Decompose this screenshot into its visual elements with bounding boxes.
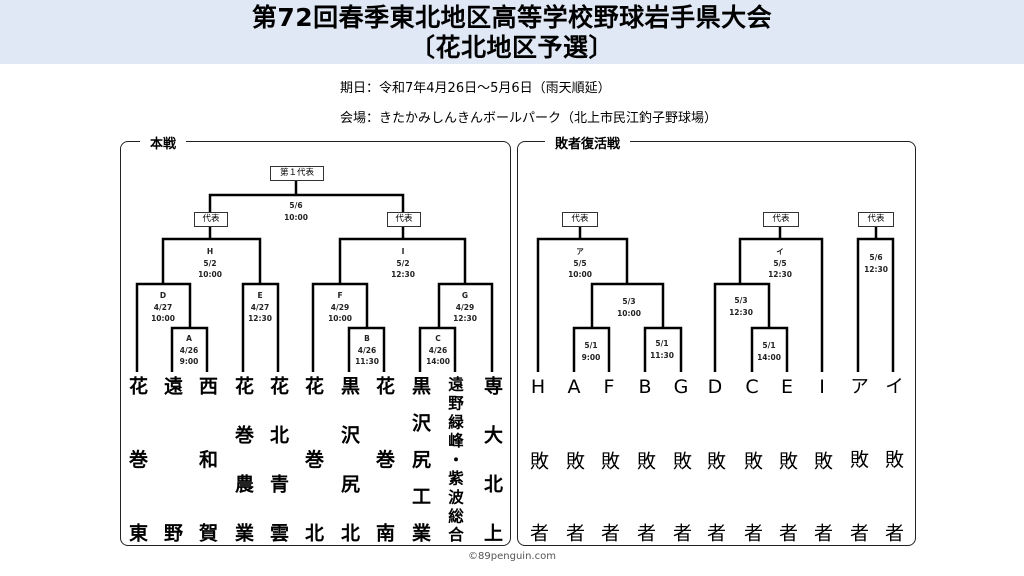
game-a-semi-line <box>590 282 665 328</box>
game-a-kana-label: ア 5/5 10:00 <box>568 247 592 279</box>
game-e-line <box>241 282 280 372</box>
title-line-2: 〔花北地区予選〕 <box>409 33 614 62</box>
game-b-label: B 4/26 11:30 <box>355 334 379 366</box>
team-entry: 花巻南 <box>373 376 395 542</box>
team-entry: 花巻東 <box>126 376 148 542</box>
game-i-semi-line <box>713 282 771 372</box>
game-i-r1-line <box>750 326 789 372</box>
game-i-label: I 5/2 12:30 <box>391 247 415 279</box>
repechage-entry: C敗者 <box>741 376 763 542</box>
repechage-label: 敗者復活戦 <box>545 133 631 152</box>
team-entry: 遠野緑峰・紫波総合 <box>446 376 464 542</box>
game-a-r1-line <box>572 326 611 372</box>
representative-box: 代表 <box>858 212 894 227</box>
team-entry: 花巻北 <box>302 376 324 542</box>
repechage-entry: ア敗者 <box>847 376 869 542</box>
repechage-entry: イ敗者 <box>882 376 904 542</box>
game-h-label: H 5/2 10:00 <box>198 247 222 279</box>
repechage-entry: A敗者 <box>563 376 585 542</box>
game-a-semi-label: 5/3 10:00 <box>617 297 641 318</box>
game-f-label: F 4/29 10:00 <box>328 291 352 323</box>
game-c-label: C 4/26 14:00 <box>426 334 450 366</box>
game-a-r2-line <box>643 326 683 372</box>
repechage-entry: E敗者 <box>776 376 798 542</box>
repechage-entry: I敗者 <box>811 376 833 542</box>
team-entry: 遠野 <box>161 376 183 542</box>
copyright: ©89penguin.com <box>468 551 556 562</box>
dates-text: 期日：令和7年4月26日～5月6日（雨天順延） <box>340 81 611 96</box>
repechage-entry: D敗者 <box>704 376 726 542</box>
team-entry: 黒沢尻北 <box>338 376 360 542</box>
repechage-entry: G敗者 <box>670 376 692 542</box>
game-a-label: A 4/26 9:00 <box>179 334 199 366</box>
game-c-line <box>418 326 457 372</box>
game-h-line <box>161 226 262 284</box>
main-bracket-label: 本戦 <box>140 133 187 152</box>
game-i-r1-label: 5/1 14:00 <box>757 341 781 362</box>
game-d-line <box>135 282 192 372</box>
venue-text: 会場：きたかみしんきんボールパーク（北上市民江釣子野球場） <box>340 111 718 126</box>
team-entry: 花北青雲 <box>267 376 289 542</box>
game-solo-label: 5/6 12:30 <box>864 253 888 274</box>
team-entry: 専大北上 <box>481 376 503 542</box>
game-a-r1-label: 5/1 9:00 <box>581 341 601 362</box>
game-i-semi-label: 5/3 12:30 <box>729 296 753 317</box>
game-a-r2-label: 5/1 11:30 <box>650 339 674 360</box>
representative-box: 代表 <box>387 212 421 227</box>
team-entry: 花巻農業 <box>232 376 254 542</box>
team-entry: 西和賀 <box>196 376 218 542</box>
team-entry: 黒沢尻工業 <box>409 376 431 542</box>
game-a-line <box>170 326 209 372</box>
repechage-entry: B敗者 <box>634 376 656 542</box>
first-representative-box: 第１代表 <box>270 166 324 181</box>
main-bracket-panel <box>120 141 511 546</box>
game-i-line <box>338 226 467 284</box>
game-final-label: 5/6 10:00 <box>284 201 308 222</box>
game-b-line <box>347 326 386 372</box>
repechage-entry: F敗者 <box>598 376 620 542</box>
game-i-kana-label: イ 5/5 12:30 <box>768 247 792 279</box>
title-line-1: 第72回春季東北地区高等学校野球岩手県大会 <box>251 3 773 32</box>
game-solo-line <box>856 226 895 372</box>
game-d-label: D 4/27 10:00 <box>151 291 175 323</box>
game-e-label: E 4/27 12:30 <box>248 291 272 323</box>
header: 第72回春季東北地区高等学校野球岩手県大会 〔花北地区予選〕 <box>0 0 1024 64</box>
game-g-label: G 4/29 12:30 <box>453 291 477 323</box>
final-line <box>208 181 405 212</box>
repechage-panel <box>517 141 916 546</box>
representative-box: 代表 <box>763 212 799 227</box>
game-i-kana-line <box>738 226 824 372</box>
repechage-entry: H敗者 <box>527 376 549 542</box>
game-g-line <box>437 282 494 372</box>
game-f-line <box>311 282 369 372</box>
representative-box: 代表 <box>562 212 598 227</box>
game-a-kana-line <box>536 226 629 372</box>
representative-box: 代表 <box>194 212 228 227</box>
